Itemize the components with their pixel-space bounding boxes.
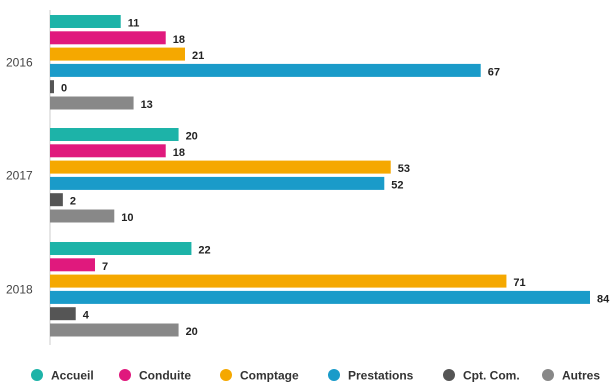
bar-prestations-2018 bbox=[50, 290, 590, 304]
bar-autres-2018 bbox=[50, 323, 179, 337]
category-label-2016: 2016 bbox=[6, 55, 33, 69]
value-label-conduite-2017: 18 bbox=[173, 147, 185, 159]
bar-accueil-2017 bbox=[50, 128, 179, 141]
legend-swatch-prestations bbox=[328, 369, 340, 381]
legend-label-conduite: Conduite bbox=[139, 369, 191, 383]
bar-conduite-2018 bbox=[50, 258, 95, 272]
value-label-prestations-2017: 52 bbox=[391, 179, 403, 191]
value-label-autres-2016: 13 bbox=[141, 99, 153, 111]
value-label-cpt-com-2016: 0 bbox=[61, 83, 67, 95]
value-label-cpt-com-2018: 4 bbox=[83, 310, 90, 322]
value-label-conduite-2016: 18 bbox=[173, 34, 185, 46]
legend-label-prestations: Prestations bbox=[348, 369, 414, 383]
bar-autres-2017 bbox=[50, 209, 115, 223]
value-label-comptage-2018: 71 bbox=[513, 277, 525, 289]
legend-swatch-conduite bbox=[119, 369, 131, 381]
legend-swatch-comptage bbox=[220, 369, 232, 381]
legend: Accueil Conduite Comptage Prestations Cpt. C… bbox=[31, 369, 600, 383]
bar-conduite-2017 bbox=[50, 144, 166, 158]
value-label-comptage-2017: 53 bbox=[398, 163, 410, 175]
value-label-accueil-2016: 11 bbox=[128, 18, 140, 30]
legend-label-accueil: Accueil bbox=[51, 369, 94, 383]
value-label-prestations-2018: 84 bbox=[597, 293, 610, 305]
bar-conduite-2016 bbox=[50, 31, 166, 45]
category-label-2017: 2017 bbox=[6, 168, 33, 182]
legend-swatch-autres bbox=[542, 369, 554, 381]
bar-autres-2016 bbox=[50, 96, 134, 110]
value-label-conduite-2018: 7 bbox=[102, 261, 108, 273]
bar-comptage-2017 bbox=[50, 160, 391, 174]
legend-label-comptage: Comptage bbox=[240, 369, 299, 383]
bar-comptage-2018 bbox=[50, 274, 507, 288]
bar-cpt-com-2016 bbox=[50, 80, 54, 94]
bar-cpt-com-2017 bbox=[50, 193, 63, 207]
value-label-accueil-2018: 22 bbox=[198, 245, 210, 257]
value-label-prestations-2016: 67 bbox=[488, 66, 500, 78]
bar-comptage-2016 bbox=[50, 47, 185, 61]
legend-label-autres: Autres bbox=[562, 369, 600, 383]
value-label-autres-2017: 10 bbox=[121, 212, 133, 224]
bar-accueil-2018 bbox=[50, 242, 192, 255]
category-label-2018: 2018 bbox=[6, 282, 33, 296]
bar-cpt-com-2018 bbox=[50, 307, 76, 321]
bar-prestations-2017 bbox=[50, 176, 385, 190]
legend-swatch-cpt-com bbox=[443, 369, 455, 381]
bar-accueil-2016 bbox=[50, 15, 121, 28]
legend-swatch-accueil bbox=[31, 369, 43, 381]
value-label-autres-2018: 20 bbox=[186, 326, 198, 338]
bar-prestations-2016 bbox=[50, 63, 481, 77]
value-label-accueil-2017: 20 bbox=[186, 131, 198, 143]
legend-label-cpt-com: Cpt. Com. bbox=[463, 369, 520, 383]
value-label-comptage-2016: 21 bbox=[192, 50, 204, 62]
category-labels: 2016 2017 2018 bbox=[6, 55, 33, 296]
value-label-cpt-com-2017: 2 bbox=[70, 196, 76, 208]
